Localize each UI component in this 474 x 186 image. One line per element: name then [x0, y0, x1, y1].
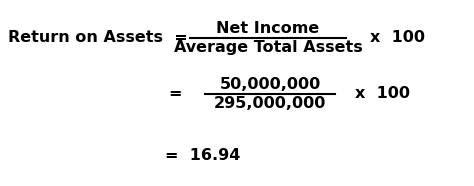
Text: x  100: x 100	[370, 30, 425, 44]
Text: =  16.94: = 16.94	[165, 148, 240, 163]
Text: 295,000,000: 295,000,000	[214, 96, 326, 111]
Text: 50,000,000: 50,000,000	[219, 77, 320, 92]
Text: =: =	[168, 86, 182, 102]
Text: Net Income: Net Income	[216, 21, 319, 36]
Text: x  100: x 100	[355, 86, 410, 102]
Text: Return on Assets  =: Return on Assets =	[8, 30, 188, 44]
Text: Average Total Assets: Average Total Assets	[173, 40, 363, 55]
